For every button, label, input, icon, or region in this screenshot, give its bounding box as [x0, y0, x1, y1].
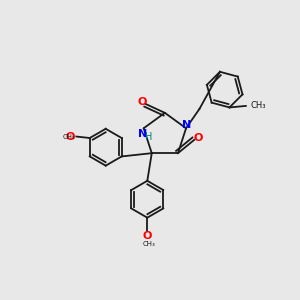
- Text: H: H: [145, 132, 153, 142]
- Text: CH₃: CH₃: [250, 101, 266, 110]
- Text: N: N: [137, 129, 147, 139]
- Text: O: O: [66, 131, 75, 142]
- Text: O: O: [194, 133, 203, 143]
- Text: O: O: [137, 98, 147, 107]
- Text: CH₃: CH₃: [142, 241, 155, 247]
- Text: O: O: [142, 231, 152, 241]
- Text: CH₃: CH₃: [63, 134, 76, 140]
- Text: N: N: [182, 120, 192, 130]
